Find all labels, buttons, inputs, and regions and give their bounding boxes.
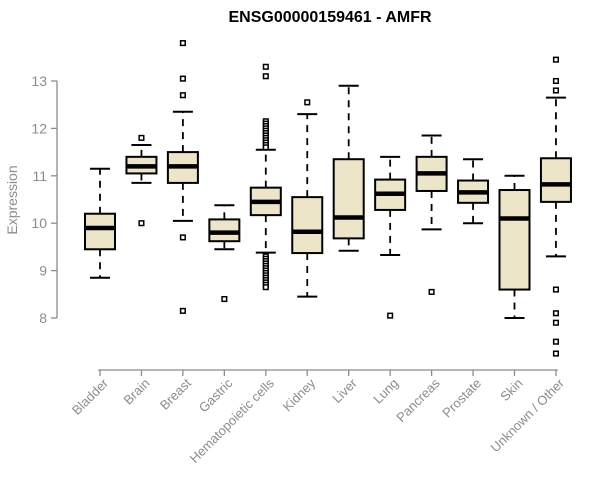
outlier-point [262,63,269,70]
outlier-point [262,73,269,80]
outlier-point [552,338,560,345]
box-prostate [457,158,490,225]
box-hematopoietic-cells [249,63,282,291]
y-tick-label: 10 [31,215,47,231]
x-tick-label: Lung [370,376,401,407]
iqr-box [208,218,241,243]
outlier-point [179,307,186,314]
box-bladder [84,167,116,279]
outlier-point [138,134,145,141]
outlier-point [179,234,186,241]
box-pancreas [415,134,448,295]
x-tick-label: Unknown / Other [487,375,567,455]
x-tick-label: Breast [157,375,194,412]
box-lung [374,155,407,319]
box-unknown-other [539,56,572,357]
outlier-point [552,87,560,94]
y-tick-label: 12 [31,120,47,136]
box-breast [166,40,199,314]
iqr-box [498,189,531,291]
outlier-point [221,295,228,303]
iqr-box [84,212,116,251]
outlier-point [428,288,435,295]
outlier-point [262,284,269,291]
y-tick-label: 8 [39,310,47,326]
outlier-point [552,56,560,63]
outlier-point [179,75,186,82]
x-tick-label: Bladder [69,375,112,418]
x-tick-label: Prostate [439,376,484,421]
y-axis-title: Expression [4,165,20,234]
x-tick-label: Gastric [196,375,236,415]
outlier-point [262,144,269,151]
chart-title: ENSG00000159461 - AMFR [228,9,432,26]
outlier-point [138,220,145,227]
outlier-point [552,77,560,85]
x-tick-label: Brain [120,376,152,408]
outlier-point [552,286,560,293]
outlier-point [387,312,394,319]
outlier-point [552,350,560,357]
box-skin [498,174,531,319]
box-kidney [291,99,324,298]
outlier-point [304,99,311,106]
outlier-point [552,319,560,326]
box-gastric [208,204,241,303]
x-tick-label: Pancreas [393,375,443,425]
x-tick-label: Kidney [280,375,319,414]
iqr-box [332,158,365,240]
x-tick-label: Skin [497,376,525,404]
box-liver [332,84,365,252]
box-brain [125,134,158,227]
iqr-box [291,196,324,255]
y-tick-label: 9 [39,263,47,279]
iqr-box [539,157,572,203]
outlier-point [179,92,186,99]
outlier-point [179,40,186,47]
x-tick-label: Liver [329,375,360,406]
y-tick-label: 13 [31,73,47,89]
y-tick-label: 11 [32,168,47,184]
outlier-point [552,310,560,317]
